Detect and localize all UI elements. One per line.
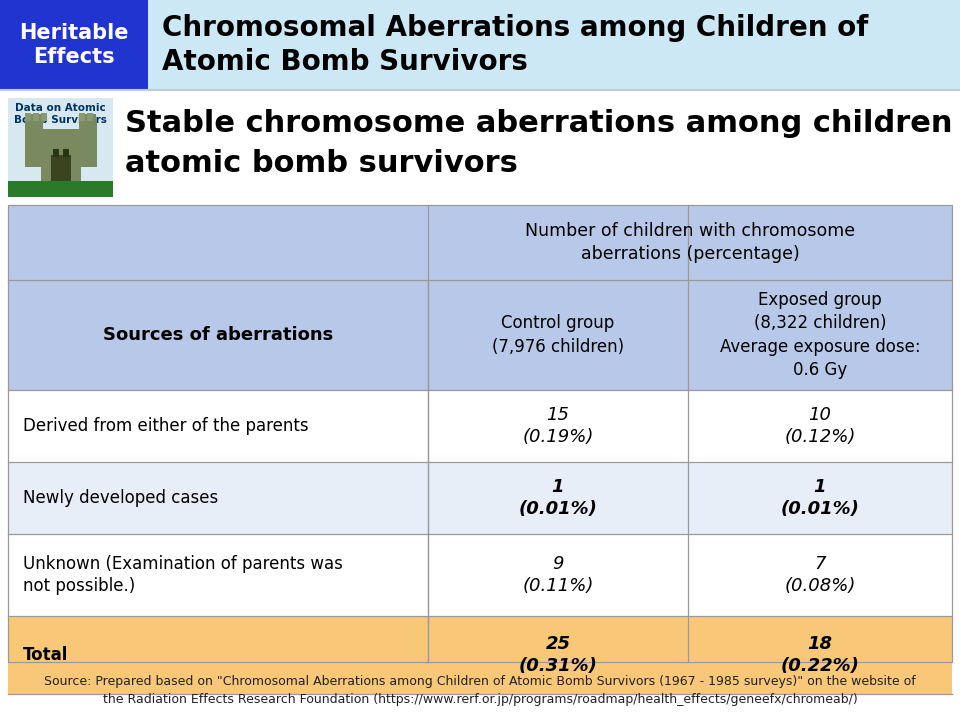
Text: Number of children with chromosome
aberrations (percentage): Number of children with chromosome aberr… — [525, 222, 855, 264]
Bar — [33, 113, 38, 121]
Bar — [0, 90, 960, 205]
Bar — [79, 114, 86, 122]
Text: Newly developed cases: Newly developed cases — [23, 489, 218, 507]
Bar — [34, 114, 41, 122]
Text: Heritable
Effects: Heritable Effects — [19, 22, 129, 68]
Bar — [8, 181, 113, 197]
Bar — [8, 534, 952, 616]
Text: Chromosomal Aberrations among Children of
Atomic Bomb Survivors: Chromosomal Aberrations among Children o… — [162, 14, 869, 76]
Text: Control group
(7,976 children): Control group (7,976 children) — [492, 314, 624, 356]
Bar — [86, 113, 92, 121]
Text: Total: Total — [23, 646, 68, 664]
Bar — [25, 119, 42, 167]
Text: Source: Prepared based on "Chromosomal Aberrations among Children of Atomic Bomb: Source: Prepared based on "Chromosomal A… — [44, 675, 916, 706]
Bar — [79, 119, 97, 167]
Bar — [8, 390, 952, 462]
Text: 10
(0.12%): 10 (0.12%) — [784, 405, 855, 446]
Bar — [53, 149, 59, 157]
Bar — [8, 205, 952, 280]
Text: 9
(0.11%): 9 (0.11%) — [522, 554, 593, 595]
Text: Exposed group
(8,322 children)
Average exposure dose:
0.6 Gy: Exposed group (8,322 children) Average e… — [720, 291, 920, 379]
Bar — [62, 149, 68, 157]
Bar — [40, 129, 81, 181]
Text: Unknown (Examination of parents was
not possible.): Unknown (Examination of parents was not … — [23, 555, 343, 595]
Text: Data on Atomic
Bomb Survivors: Data on Atomic Bomb Survivors — [14, 103, 107, 125]
Text: Sources of aberrations: Sources of aberrations — [103, 326, 333, 344]
Text: 7
(0.08%): 7 (0.08%) — [784, 554, 855, 595]
Bar — [79, 113, 84, 121]
Bar — [8, 98, 113, 197]
Bar — [0, 0, 148, 90]
Bar — [0, 0, 960, 90]
Text: Stable chromosome aberrations among children of
atomic bomb survivors: Stable chromosome aberrations among chil… — [125, 109, 960, 178]
Bar — [40, 113, 46, 121]
Bar — [87, 114, 95, 122]
Bar — [25, 113, 31, 121]
Bar — [8, 462, 952, 534]
Text: 1
(0.01%): 1 (0.01%) — [518, 477, 597, 518]
Text: 25
(0.31%): 25 (0.31%) — [518, 634, 597, 675]
Text: 15
(0.19%): 15 (0.19%) — [522, 405, 593, 446]
Bar — [51, 155, 70, 181]
Bar — [25, 114, 33, 122]
Bar — [8, 616, 952, 694]
Text: 18
(0.22%): 18 (0.22%) — [780, 634, 859, 675]
Bar — [8, 280, 952, 390]
Text: 1
(0.01%): 1 (0.01%) — [780, 477, 859, 518]
Bar — [8, 205, 952, 662]
Text: Derived from either of the parents: Derived from either of the parents — [23, 417, 308, 435]
